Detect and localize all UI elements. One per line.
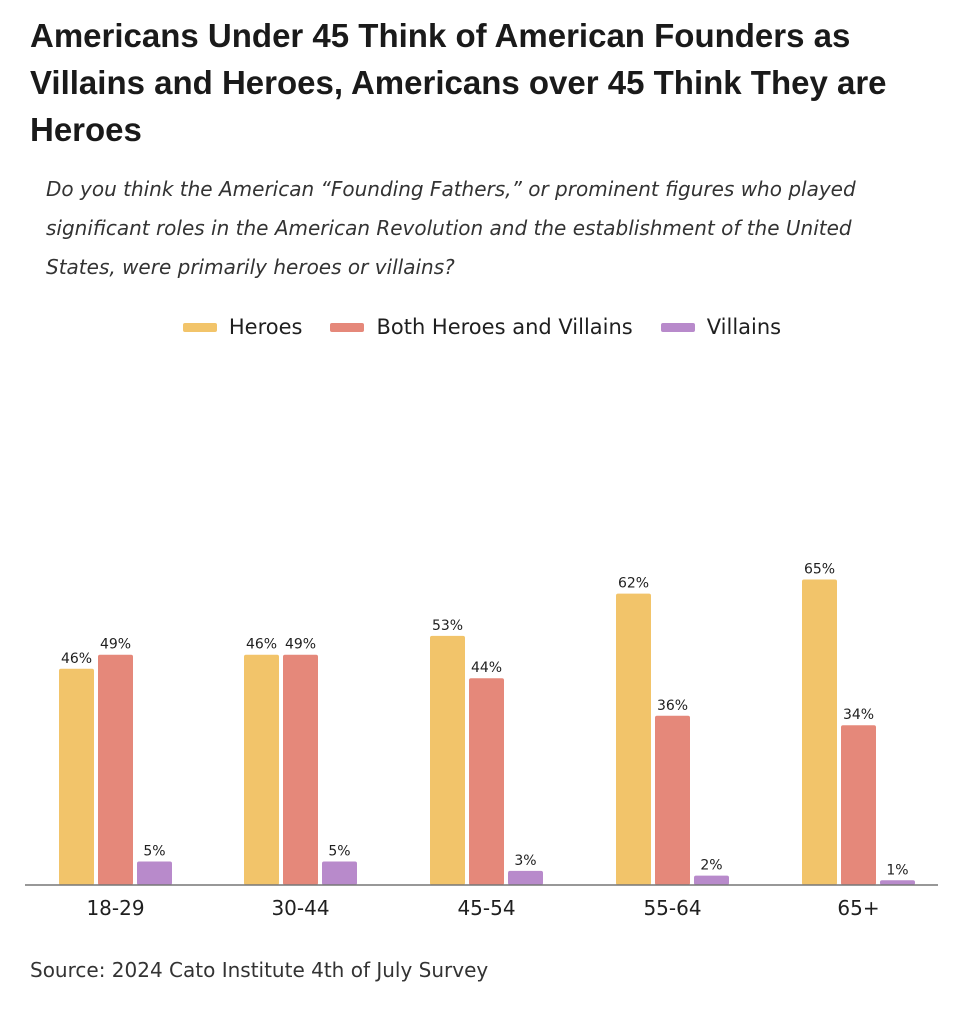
- data-label: 5%: [143, 844, 165, 860]
- x-tick-label: 55-64: [643, 896, 701, 920]
- bar: [841, 725, 876, 885]
- data-label: 44%: [471, 660, 502, 676]
- legend-swatch: [660, 322, 695, 332]
- legend-item-2: Villains: [660, 315, 782, 339]
- bar: [802, 579, 837, 885]
- bar: [430, 635, 465, 885]
- data-label: 34%: [843, 707, 874, 723]
- bar-chart: 46% 49% 5% 18-29 46% 49% 5% 30-44 53% 44% 3% 45-54 6…: [25, 562, 938, 920]
- data-label: 65%: [804, 562, 835, 578]
- data-label: 1%: [886, 862, 908, 878]
- legend-item-1: Both Heroes and Villains: [330, 315, 633, 339]
- legend-label: Both Heroes and Villains: [376, 315, 633, 339]
- chart-title: Americans Under 45 Think of American Fou…: [30, 17, 887, 148]
- bar: [694, 875, 729, 885]
- data-label: 49%: [100, 637, 131, 653]
- data-label: 53%: [432, 618, 463, 634]
- data-label: 46%: [61, 651, 92, 667]
- data-label: 36%: [657, 698, 688, 714]
- x-tick-label: 65+: [837, 896, 879, 920]
- source-note: Source: 2024 Cato Institute 4th of July …: [30, 958, 489, 982]
- bar: [98, 654, 133, 885]
- data-label: 62%: [618, 576, 649, 592]
- legend-label: Villains: [706, 315, 782, 339]
- bar: [244, 654, 279, 885]
- bar: [880, 880, 915, 885]
- data-label: 5%: [328, 844, 350, 860]
- x-tick-label: 45-54: [457, 896, 515, 920]
- data-label: 46%: [246, 637, 277, 653]
- bar: [322, 861, 357, 885]
- data-label: 2%: [700, 858, 722, 874]
- legend: Heroes Both Heroes and Villains Villains: [0, 312, 964, 342]
- bar: [469, 678, 504, 885]
- bar: [59, 668, 94, 885]
- legend-swatch: [330, 322, 365, 332]
- data-label: 49%: [285, 637, 316, 653]
- legend-item-0: Heroes: [182, 315, 303, 339]
- bar: [137, 861, 172, 885]
- x-tick-label: 30-44: [271, 896, 329, 920]
- legend-swatch: [182, 322, 217, 332]
- bar: [655, 715, 690, 885]
- bar: [508, 870, 543, 885]
- x-tick-label: 18-29: [86, 896, 144, 920]
- data-label: 3%: [514, 853, 536, 869]
- bar: [283, 654, 318, 885]
- chart-subtitle: Do you think the American “Founding Fath…: [46, 177, 856, 279]
- legend-label: Heroes: [228, 315, 303, 339]
- bar: [616, 593, 651, 885]
